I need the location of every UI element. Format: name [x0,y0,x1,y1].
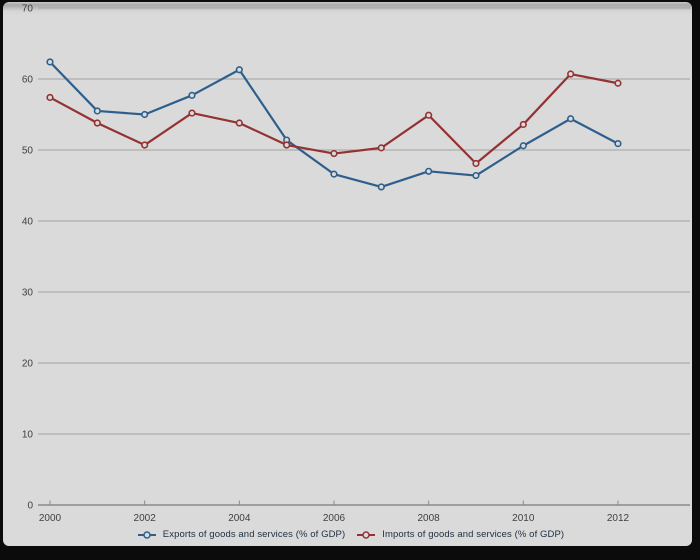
exports-line-marker-icon [137,530,156,539]
legend-label-exports: Exports of goods and services (% of GDP) [162,529,346,540]
legend-item-imports: Imports of goods and services (% of GDP) [355,529,564,540]
legend: Exports of goods and services (% of GDP)… [0,529,700,540]
legend-item-exports: Exports of goods and services (% of GDP) [136,529,345,540]
legend-label-imports: Imports of goods and services (% of GDP) [382,529,565,540]
imports-line-marker-icon [357,530,376,539]
chart-canvas [3,2,692,546]
